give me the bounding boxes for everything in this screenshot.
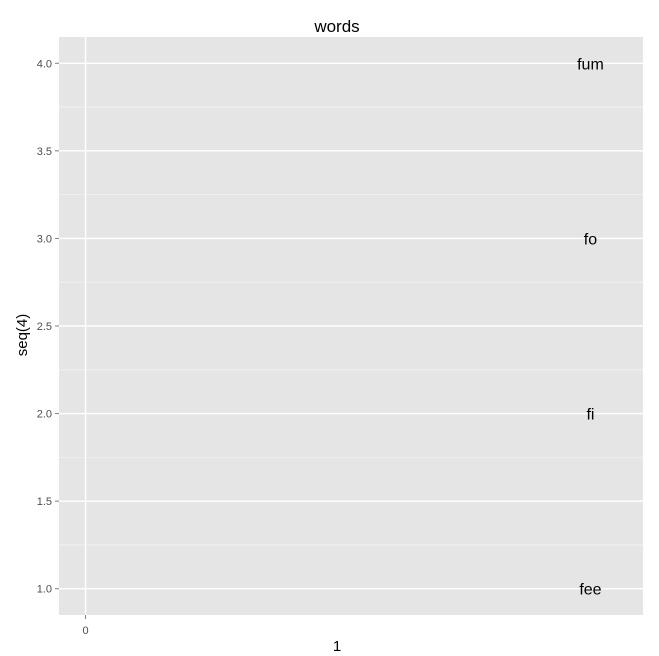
y-tick-label: 2.5 [37,321,52,333]
y-axis-title: seq(4) [14,314,31,357]
x-axis-title: 1 [333,638,341,655]
y-tick-label: 1.0 [37,584,52,596]
word-labels: fee fi fo fum [577,56,604,598]
y-tick-label: 1.5 [37,496,52,508]
y-tick-label: 3.5 [37,146,52,158]
y-tick-label: 4.0 [37,58,52,70]
x-tick-label: 0 [82,625,88,637]
point-label-fo: fo [584,231,597,248]
point-label-fi: fi [586,407,594,424]
point-label-fee: fee [579,582,601,599]
y-tick-label: 2.0 [37,409,52,421]
grid-lines [59,37,643,615]
chart-title: words [313,17,359,36]
axes: 1.0 1.5 2.0 2.5 3.0 3.5 4.0 0 [37,58,89,637]
point-label-fum: fum [577,56,604,73]
y-tick-label: 3.0 [37,233,52,245]
